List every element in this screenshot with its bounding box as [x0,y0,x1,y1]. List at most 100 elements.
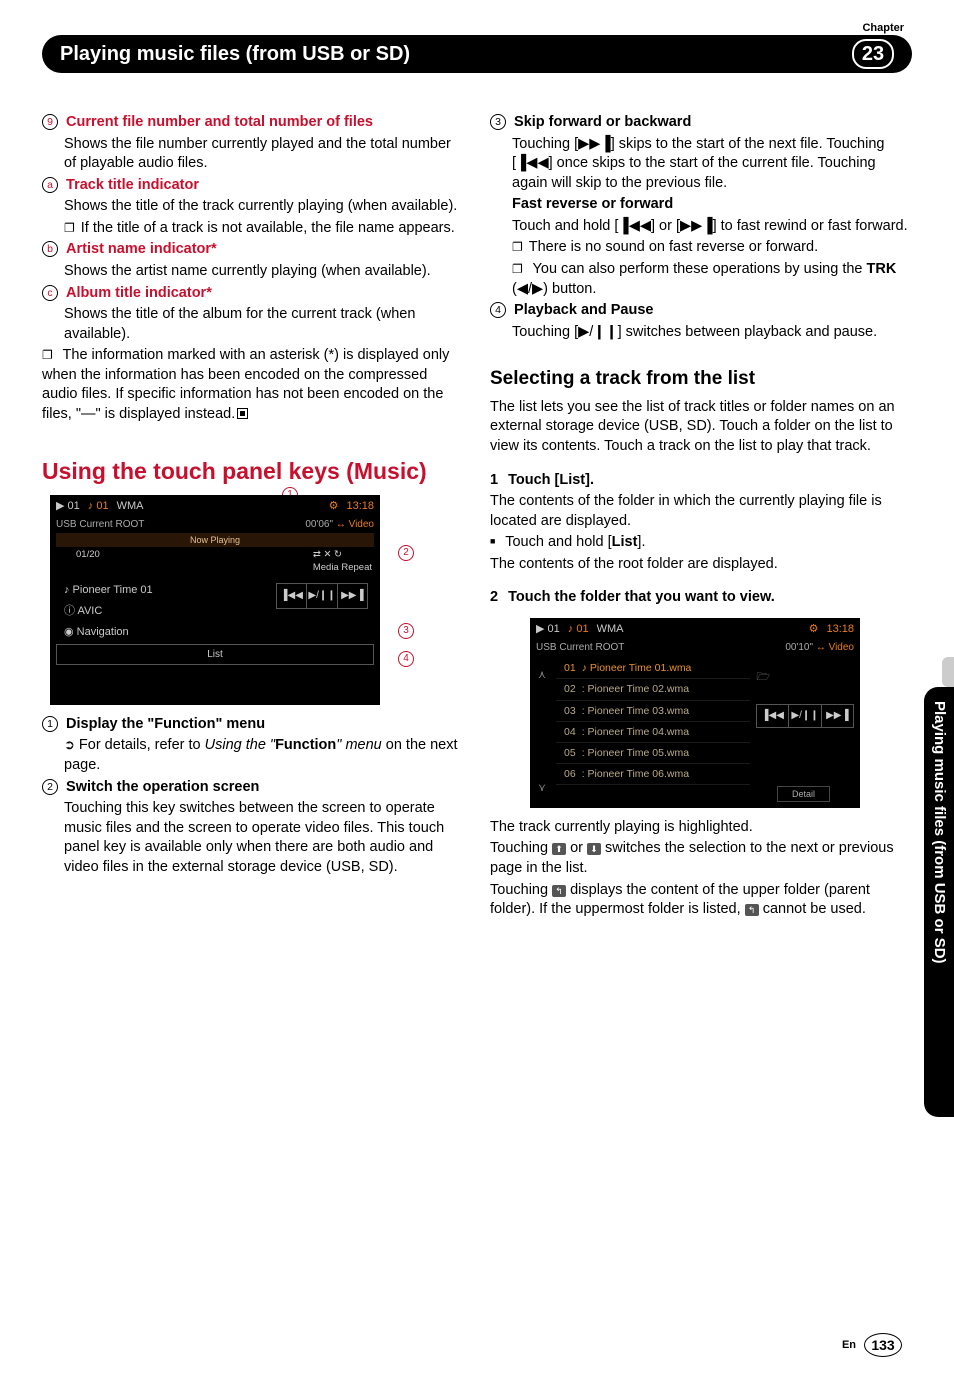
up-icon: ⬆ [552,843,566,855]
item-10: a Track title indicator [42,176,464,196]
after2b: or [566,840,587,856]
ss1-track3: ◉ Navigation [50,619,270,640]
content-columns: 9 Current file number and total number o… [0,73,954,922]
item-12-title: Album title indicator* [66,285,212,301]
ref-icon: ➲ [64,737,75,752]
ss2-video[interactable]: ↔ Video [816,642,854,653]
ss2-line2: USB Current ROOT 00'10" ↔ Video [530,641,860,657]
next-icon: ▶▶▐ [578,136,611,152]
ss2-root: ROOT [595,642,624,653]
b3-l1a: Touching [ [512,136,578,152]
ss1-trackno: ▶ 01 [56,499,80,514]
ss2-topbar: ▶ 01 ♪ 01 WMA ⚙ 13:18 [530,618,860,641]
side-tab-label: Playing music files (from USB or SD) [924,687,954,1117]
prev-icon2: ▐◀◀ [618,218,651,234]
item-11-title: Artist name indicator* [66,241,217,257]
ss1-next-button[interactable]: ▶▶▐ [338,584,367,608]
b4-l1b: ] switches between playback and pause. [618,324,878,340]
ss2-f1n: 01 [564,661,576,675]
num-b4-icon: 4 [490,302,506,318]
b3-n2c: (◀/▶) button. [512,281,596,297]
ss2-f3: : Pioneer Time 03.wma [582,704,689,718]
section-select-track: Selecting a track from the list [490,366,912,392]
ss2-f4: : Pioneer Time 04.wma [582,725,689,739]
ss2-f6n: 06 [564,767,576,781]
ss2-detail-button[interactable]: Detail [777,786,830,802]
b3-n2: You can also perform these operations by… [490,260,912,299]
title-bar: Playing music files (from USB or SD) 23 [42,35,912,73]
ss1-line2: USB Current ROOT 00'06" ↔ Video [50,518,380,534]
chapter-label: Chapter [862,21,904,36]
ss2-file-2[interactable]: 02: Pioneer Time 02.wma [556,679,750,700]
ss2-next-button[interactable]: ▶▶▐ [822,705,853,727]
ss2-file-1[interactable]: 01♪ Pioneer Time 01.wma [556,658,750,679]
section-touch-panel: Using the touch panel keys (Music) [42,458,464,484]
next-icon2: ▶▶▐ [680,218,713,234]
step-1: 1Touch [List]. [490,471,912,491]
ss2-file-6[interactable]: 06: Pioneer Time 06.wma [556,764,750,785]
ss2-up-icon[interactable]: ⋏ [538,668,546,683]
num-9-icon: 9 [42,114,58,130]
ss1-fmt: WMA [117,499,144,514]
after2a: Touching [490,840,552,856]
after3a: Touching [490,882,552,898]
b1-ref-it: Using the " [205,737,275,753]
b3-n2a: You can also perform these operations by… [533,261,867,277]
ss1-track1: ♪ Pioneer Time 01 [50,577,270,598]
ss1-prev-button[interactable]: ▐◀◀ [277,584,307,608]
b3-subtitle: Fast reverse or forward [490,195,912,215]
ss2-play-button[interactable]: ▶/❙❙ [789,705,821,727]
ss1-usb: USB [56,519,77,530]
screenshot-1: ▶ 01 ♪ 01 WMA ⚙ 13:18 USB Current ROOT 0… [50,495,380,705]
folder-up-icon: ↰ [552,885,566,897]
step1-body: The contents of the folder in which the … [490,492,912,531]
ss2-file-5[interactable]: 05: Pioneer Time 05.wma [556,743,750,764]
ss1-play-button[interactable]: ▶/❙❙ [307,584,337,608]
after-1: The track currently playing is highlight… [490,818,912,838]
ss2-current: Current [559,642,592,653]
b3-l2a: Touch and hold [ [512,218,618,234]
ss2-controls: ▐◀◀ ▶/❙❙ ▶▶▐ [756,704,854,728]
b4-body: Touching [▶/❙❙] switches between playbac… [490,323,912,343]
b4-l1a: Touching [ [512,324,578,340]
ss2-down-icon[interactable]: ⋎ [538,781,546,796]
ss2-file-3[interactable]: 03: Pioneer Time 03.wma [556,701,750,722]
side-tab: Playing music files (from USB or SD) [924,657,954,1117]
item-11: b Artist name indicator* [42,240,464,260]
num-11-icon: b [42,241,58,257]
page-footer: En 133 [842,1333,902,1357]
ss1-topbar: ▶ 01 ♪ 01 WMA ⚙ 13:18 [50,495,380,518]
ss2-fmt: WMA [597,622,624,637]
item-10-sub-text: If the title of a track is not available… [81,220,455,236]
item-b1: 1 Display the "Function" menu [42,715,464,735]
ss2-gear-icon[interactable]: ⚙ [809,622,819,637]
callout-2: 2 [398,545,414,561]
chapter-number-badge: 23 [852,39,894,69]
ss2-prev-button[interactable]: ▐◀◀ [757,705,789,727]
ss2-file-4[interactable]: 04: Pioneer Time 04.wma [556,722,750,743]
b3-l2c: ] to fast rewind or fast forward. [713,218,908,234]
b3-l2b: ] or [ [651,218,680,234]
ss2-trackno: ▶ 01 [536,622,560,637]
footer-page-number: 133 [864,1333,902,1357]
item-b1-title: Display the "Function" menu [66,716,265,732]
ss2-f2: : Pioneer Time 02.wma [582,682,689,696]
ss2-folder-icon[interactable]: 🗁 [756,670,770,685]
num-b1-icon: 1 [42,716,58,732]
prev-icon: ▐◀◀ [516,155,549,171]
item-b2-body: Touching this key switches between the s… [42,799,464,877]
ss1-video[interactable]: ↔ Video [336,519,374,530]
after3c: cannot be used. [759,901,866,917]
item-b2-title: Switch the operation screen [66,779,259,795]
ss1-gear-icon[interactable]: ⚙ [329,499,339,514]
ss1-toptime: 13:18 [346,499,374,514]
item-b2: 2 Switch the operation screen [42,778,464,798]
select-intro: The list lets you see the list of track … [490,398,912,457]
item-10-body: Shows the title of the track currently p… [42,197,464,217]
ss1-list-button[interactable]: List [56,644,374,666]
step1-sub-c: ]. [637,534,645,550]
ss1-elapsed: 00'06" [305,519,333,530]
step1-sub: Touch and hold [List]. [490,533,912,553]
step2-num: 2 [490,589,498,605]
right-column: 3 Skip forward or backward Touching [▶▶▐… [490,113,912,922]
